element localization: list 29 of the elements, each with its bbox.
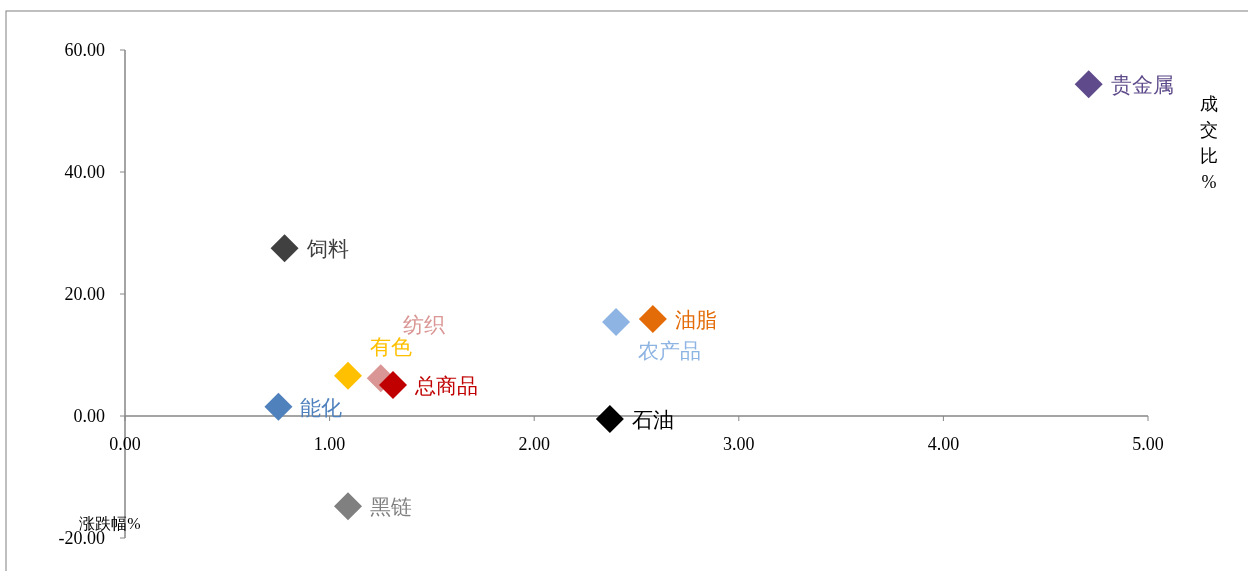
series-label: 农产品 (638, 339, 702, 364)
series-label: 能化 (300, 395, 343, 420)
x-axis-title: 成交比% (1200, 94, 1218, 192)
point (270, 234, 299, 263)
series-label: 黑链 (370, 495, 413, 520)
x-tick-label: 1.00 (313, 434, 346, 454)
y-tick-label: 20.00 (64, 284, 105, 304)
y-tick-label: 40.00 (64, 162, 105, 182)
y-tick-label: 60.00 (64, 40, 105, 60)
point (334, 492, 363, 521)
series-label: 油脂 (674, 308, 717, 333)
point (379, 370, 408, 399)
series-label: 总商品 (414, 373, 479, 398)
series-label: 石油 (631, 408, 674, 433)
x-tick-label: 4.00 (927, 434, 960, 454)
point (602, 308, 631, 337)
x-tick-label: 0.00 (109, 434, 141, 454)
x-tick-label: 3.00 (723, 434, 755, 454)
point (1074, 70, 1103, 99)
y-axis-title: 涨跌幅% (79, 515, 141, 532)
point (334, 361, 363, 390)
x-tick-label: 5.00 (1132, 434, 1164, 454)
x-tick-label: 2.00 (518, 434, 550, 454)
y-tick-label: 0.00 (73, 406, 105, 426)
series-label: 贵金属 (1110, 73, 1174, 98)
point (638, 305, 667, 334)
series-label: 饲料 (305, 237, 349, 262)
point (595, 405, 624, 434)
point (264, 392, 293, 421)
